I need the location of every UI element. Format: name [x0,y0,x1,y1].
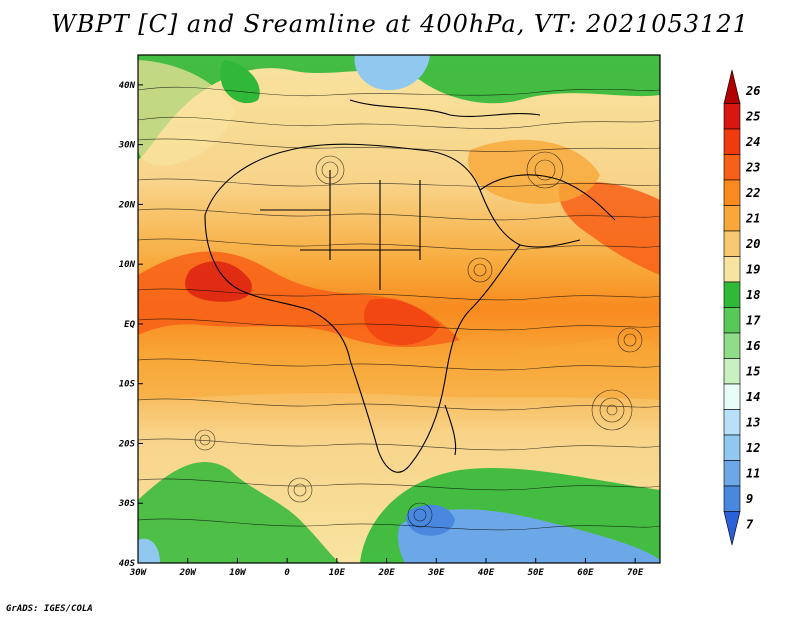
cold-south-core [397,509,660,563]
lon-tick-label: 40E [478,568,495,578]
colorbar-level-label: 14 [746,390,760,404]
colorbar-level-label: 7 [746,517,754,531]
colorbar-swatch [723,256,741,283]
colorbar-level-label: 21 [745,211,760,225]
lon-tick-label: 30W [129,568,148,578]
lon-tick-label: 10E [329,568,346,578]
warm-patch-arabia [468,139,600,204]
lon-tick-label: 30E [427,568,445,578]
cool-north-band [138,55,660,160]
lon-tick-label: 60E [577,568,594,578]
colorbar-swatch [723,103,741,130]
colorbar-swatch [723,307,741,334]
axis-ticks: 30W 20W 10W 0 10E 20E 30E 40E 50E 60E 70E 40N 30N 20N… [118,81,644,578]
lon-tick-label: 70E [627,568,644,578]
colorbar-level-label: 18 [746,288,760,302]
colorbar-level-label: 19 [746,262,760,276]
colorbar-swatch [723,409,741,436]
colorbar-swatch [723,383,741,410]
colorbar-swatch [723,485,741,512]
colorbar-level-label: 23 [745,160,760,174]
lon-tick-label: 50E [528,568,545,578]
colorbar: 26 25 24 23 22 21 20 19 18 17 16 15 14 13 12 11 9 7 [723,69,761,546]
lat-tick-label: 40S [119,559,136,569]
lat-tick-label: 40N [119,81,136,91]
colorbar-swatch [723,358,741,385]
lat-tick-label: EQ [124,320,135,330]
colorbar-level-label: 15 [746,364,760,378]
colorbar-level-label: 13 [746,415,760,429]
warm-core-west [185,261,252,302]
lat-tick-label: 10N [119,260,136,270]
colorbar-swatch [723,179,741,206]
lat-tick-label: 30N [118,141,136,151]
cool-southwest-lightblue [138,538,160,563]
footer-credit: GrADS: IGES/COLA [6,604,93,614]
colorbar-level-label: 16 [746,339,760,353]
colorbar-level-label: 24 [745,135,760,149]
colorbar-level-label: 26 [745,84,760,98]
map-frame [137,54,661,564]
colorbar-swatch [723,230,741,257]
colorbar-swatch [723,128,741,155]
lat-tick-label: 30S [118,499,136,509]
colorbar-level-label: 20 [745,237,760,251]
colorbar-level-label: 12 [746,441,760,455]
lon-tick-label: 10W [229,568,247,578]
colorbar-swatch [723,460,741,487]
map-title: WBPT [C] and Sreamline at 400hPa, VT: 20… [51,10,749,38]
warm-belt-east [559,181,660,275]
colorbar-swatch [723,511,741,546]
streamlines [138,86,660,531]
lon-tick-label: 20W [179,568,198,578]
colorbar-swatch [723,69,741,104]
colorbar-level-label: 17 [746,313,761,327]
cool-southwest-tongue [138,461,340,563]
warm-belt-central [364,298,440,345]
lat-tick-label: 20N [118,200,136,210]
colorbar-swatch [723,205,741,232]
colorbar-swatch [723,332,741,359]
colorbar-swatch [723,281,741,308]
lat-tick-label: 10S [119,380,136,390]
map-panel [138,55,660,563]
colorbar-level-label: 11 [746,466,760,480]
cold-north-core [354,55,430,91]
colorbar-level-label: 9 [746,492,753,506]
colorbar-level-label: 22 [745,186,760,200]
colorbar-swatch [723,154,741,181]
warm-patch-south [138,338,660,400]
lat-tick-label: 20S [118,439,136,449]
lon-tick-label: 20E [377,568,395,578]
lon-tick-label: 0 [284,568,290,578]
colorbar-level-label: 25 [745,109,760,123]
coastlines [204,99,616,473]
colorbar-swatch [723,434,741,461]
